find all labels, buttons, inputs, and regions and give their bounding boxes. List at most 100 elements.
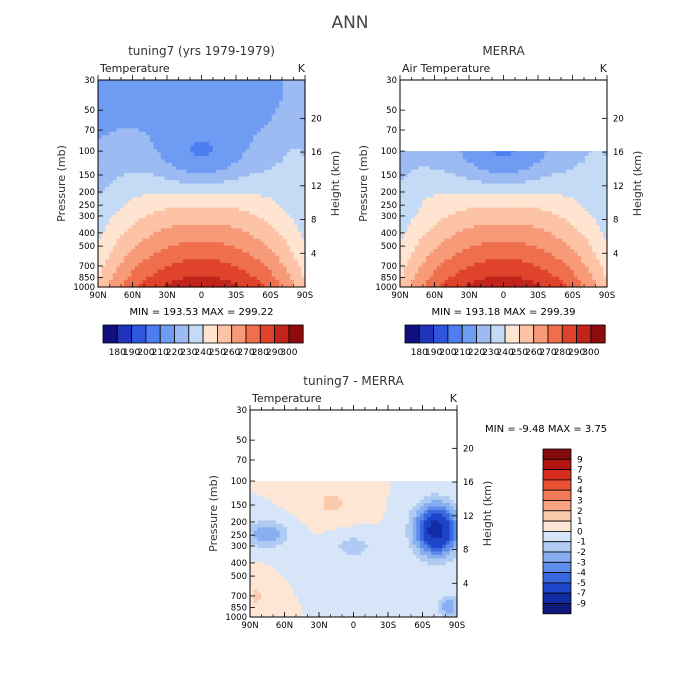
model-cell [190,97,195,102]
merra-cell [444,176,449,181]
model-cell [164,266,169,271]
merra-cell [518,183,523,188]
merra-cell [473,152,479,157]
model-cell [297,214,302,219]
model-colorbar-label: 280 [252,348,269,358]
model-cell [231,131,236,136]
model-cell [293,86,299,91]
merra-cell [562,151,567,154]
model-cell [279,162,284,167]
model-cell [234,186,240,191]
merra-cell [496,152,501,157]
merra-cell [459,204,464,209]
model-cell [197,121,203,126]
model-cell [275,124,280,129]
model-cell [168,231,173,236]
model-cell [219,152,225,157]
model-cell [293,204,299,209]
merra-cell [536,200,542,205]
model-cell [98,159,103,164]
model-cell [134,176,140,181]
model-cell [205,90,210,95]
model-cell [171,180,177,185]
model-cell [238,173,243,178]
model-cell [264,131,269,136]
model-cell [216,224,221,229]
merra-cell [544,152,549,157]
model-cell [142,276,147,281]
model-cell [212,197,217,202]
model-cell [186,83,192,88]
merra-cell [588,152,593,157]
merra-cell [470,235,475,240]
model-cell [279,214,284,219]
model-cell [164,155,169,160]
merra-cell [510,211,516,216]
model-cell [208,159,214,164]
merra-cell [562,169,567,174]
merra-cell [533,152,538,157]
model-cell [201,190,206,195]
model-cell [275,193,280,198]
model-cell [120,169,125,174]
model-cell [101,138,106,143]
model-cell [234,100,240,105]
model-cell [112,117,118,122]
merra-cell [533,176,538,181]
merra-cell [488,186,494,191]
model-cell [175,93,180,98]
merra-cell [573,186,579,191]
model-cell [279,114,284,119]
merra-cell [547,224,553,229]
merra-cell [595,200,601,205]
model-cell [282,280,288,285]
model-cell [216,266,221,271]
model-cell [186,117,192,122]
model-cell [219,135,225,140]
model-cell [160,131,166,136]
model-cell [231,128,236,133]
model-cell [301,228,306,233]
merra-cell [529,151,534,154]
merra-cell [455,166,460,171]
model-cell [297,266,302,271]
merra-cell [451,228,457,233]
merra-cell [558,173,564,178]
merra-cell [577,162,582,167]
model-cell [216,214,221,219]
model-cell [231,200,236,205]
merra-cell [429,218,434,223]
merra-cell [551,176,556,181]
model-cell [134,190,140,195]
merra-cell [510,197,516,202]
merra-cell [455,200,460,205]
model-cell [179,228,184,233]
model-cell [297,221,302,226]
model-cell [131,262,136,267]
model-cell [282,218,288,223]
model-cell [268,276,273,281]
model-cell [168,255,173,260]
model-cell [253,211,258,216]
model-cell [175,97,180,102]
merra-cell [566,231,571,236]
merra-cell [429,207,434,212]
model-cell [260,145,265,150]
model-cell [131,190,136,195]
model-cell [127,135,132,140]
merra-cell [551,235,556,240]
model-cell [179,97,184,102]
model-cell [149,269,155,274]
merra-cell [462,197,468,202]
merra-cell [529,197,534,202]
model-cell [271,276,277,281]
model-cell [194,218,199,223]
model-cell [168,121,173,126]
merra-cell [551,159,556,164]
model-cell [101,252,106,257]
model-cell [249,238,254,243]
merra-cell [433,162,438,167]
model-cell [231,162,236,167]
model-cell [168,228,173,233]
model-cell [190,166,195,171]
